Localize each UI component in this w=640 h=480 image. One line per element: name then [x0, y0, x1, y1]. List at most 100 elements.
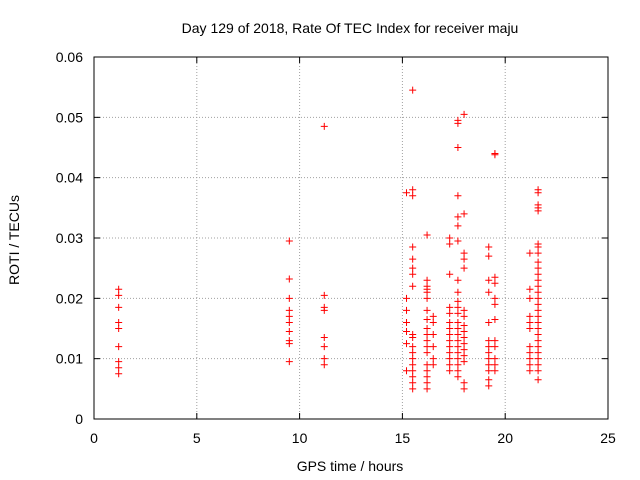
data-point: [485, 276, 493, 284]
data-point: [446, 337, 454, 345]
data-point: [409, 243, 417, 251]
x-tick-label: 5: [193, 430, 201, 446]
data-point: [446, 270, 454, 278]
data-point: [485, 337, 493, 345]
data-point: [491, 367, 499, 375]
data-point: [485, 376, 493, 384]
data-point: [485, 349, 493, 357]
data-point: [115, 370, 123, 378]
y-tick-label: 0: [75, 411, 83, 427]
data-point: [491, 279, 499, 287]
data-point: [409, 355, 417, 363]
y-tick-label: 0.03: [56, 230, 83, 246]
data-point: [423, 325, 431, 332]
data-point: [454, 192, 462, 200]
data-point: [485, 343, 493, 351]
data-point: [534, 306, 542, 314]
data-point: [115, 325, 123, 332]
data-point: [409, 264, 417, 272]
data-point: [491, 294, 499, 302]
data-point: [526, 294, 534, 302]
data-point: [534, 288, 542, 296]
data-point: [491, 151, 499, 159]
data-point: [409, 385, 417, 393]
data-point: [403, 328, 411, 336]
data-point: [460, 312, 468, 320]
y-axis-ticks: 0 0.01 0.02 0.03 0.04 0.05 0.06: [56, 49, 608, 427]
data-point: [526, 325, 534, 332]
data-point: [423, 337, 431, 345]
data-point: [429, 331, 437, 339]
data-point: [534, 249, 542, 257]
data-point: [403, 189, 411, 197]
data-point: [534, 367, 542, 375]
data-point: [423, 361, 431, 369]
data-point: [454, 222, 462, 230]
data-point: [485, 288, 493, 296]
data-point: [403, 306, 411, 314]
data-point: [446, 240, 454, 248]
data-point: [423, 367, 431, 375]
data-point: [115, 303, 123, 311]
data-point: [454, 288, 462, 296]
data-point: [423, 276, 431, 284]
data-point: [454, 325, 462, 332]
data-point: [534, 207, 542, 215]
data-point: [485, 243, 493, 251]
data-point: [409, 86, 417, 94]
data-point: [534, 264, 542, 272]
data-point: [429, 343, 437, 351]
data-point: [446, 349, 454, 357]
data-point: [460, 264, 468, 272]
data-point: [446, 361, 454, 369]
data-point: [403, 340, 411, 348]
data-point: [460, 334, 468, 342]
chart-title: Day 129 of 2018, Rate Of TEC Index for r…: [182, 20, 519, 36]
data-point: [285, 358, 293, 366]
data-point: [534, 337, 542, 345]
data-point: [534, 355, 542, 363]
y-tick-label: 0.06: [56, 49, 83, 65]
data-point: [409, 270, 417, 278]
data-point: [423, 343, 431, 351]
data-point: [320, 355, 328, 363]
data-point: [409, 334, 417, 342]
data-point: [454, 119, 462, 127]
data-point: [115, 285, 123, 293]
data-point: [409, 373, 417, 381]
data-point: [534, 270, 542, 278]
data-point: [429, 361, 437, 369]
data-point: [403, 318, 411, 326]
data-point: [454, 355, 462, 363]
data-point: [526, 361, 534, 369]
data-point: [534, 318, 542, 326]
y-tick-label: 0.05: [56, 109, 83, 125]
data-point: [320, 361, 328, 369]
data-point: [423, 231, 431, 239]
data-point: [534, 189, 542, 197]
data-point: [115, 358, 123, 366]
data-point: [285, 318, 293, 326]
data-point: [454, 318, 462, 326]
data-point: [454, 337, 462, 345]
data-point: [534, 300, 542, 308]
data-point: [491, 361, 499, 369]
data-point: [446, 318, 454, 326]
data-point: [454, 309, 462, 317]
data-point: [526, 312, 534, 320]
data-point: [403, 294, 411, 302]
data-point: [526, 349, 534, 357]
data-point: [454, 237, 462, 245]
data-point: [526, 285, 534, 293]
data-point: [115, 343, 123, 351]
data-point: [320, 343, 328, 351]
data-point: [460, 249, 468, 257]
data-point: [409, 343, 417, 351]
data-point: [423, 288, 431, 296]
data-point: [485, 355, 493, 363]
data-point: [403, 367, 411, 375]
data-point: [285, 312, 293, 320]
data-point: [491, 300, 499, 308]
data-point: [485, 361, 493, 369]
